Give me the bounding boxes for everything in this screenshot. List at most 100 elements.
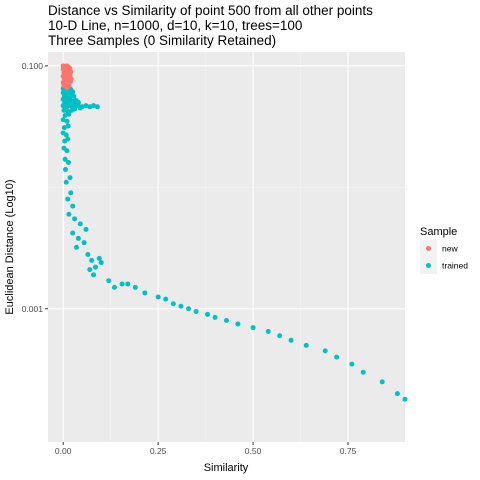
point-trained	[119, 281, 125, 287]
point-trained	[64, 104, 70, 110]
point-trained	[62, 167, 68, 173]
legend-item-new: new	[420, 240, 458, 257]
point-trained	[65, 123, 71, 129]
point-trained	[205, 311, 211, 317]
point-new	[65, 82, 71, 88]
x-tick-label: 0.75	[340, 446, 357, 456]
point-trained	[69, 107, 75, 113]
point-trained	[61, 125, 67, 131]
point-trained	[70, 203, 76, 209]
point-trained	[170, 301, 176, 307]
chart-title-line-2: 10-D Line, n=1000, d=10, k=10, trees=100	[48, 18, 302, 33]
chart-title-line-1: Distance vs Similarity of point 500 from…	[48, 3, 373, 18]
point-trained	[81, 240, 87, 246]
point-trained	[73, 244, 79, 250]
point-trained	[62, 156, 68, 162]
point-trained	[402, 396, 408, 402]
point-trained	[163, 296, 169, 302]
data-points	[60, 63, 408, 402]
point-trained	[92, 264, 98, 270]
legend-title: Sample	[420, 226, 457, 238]
point-trained	[60, 103, 66, 109]
chart-title-line-3: Three Samples (0 Similarity Retained)	[48, 33, 276, 48]
point-trained	[75, 235, 81, 241]
point-trained	[96, 255, 102, 261]
point-new	[61, 65, 67, 71]
x-tick-label: 0.00	[55, 446, 72, 456]
point-trained	[265, 328, 271, 334]
plot-panel	[48, 52, 405, 442]
point-trained	[142, 290, 148, 296]
point-trained	[66, 211, 72, 217]
point-trained	[349, 361, 355, 367]
point-trained	[65, 196, 71, 202]
grid-minor	[48, 52, 405, 442]
point-trained	[394, 391, 400, 397]
legend-dot-new	[426, 246, 431, 251]
point-trained	[235, 321, 241, 327]
point-trained	[77, 105, 83, 111]
point-trained	[61, 107, 67, 113]
point-trained	[360, 369, 366, 375]
legend-label-new: new	[442, 244, 458, 254]
point-trained	[94, 104, 100, 110]
point-trained	[64, 118, 70, 124]
point-trained	[212, 314, 218, 320]
point-trained	[83, 103, 89, 109]
point-trained	[68, 103, 74, 109]
x-axis: 0.00 0.25 0.50 0.75	[55, 442, 357, 456]
point-trained	[155, 294, 161, 300]
point-new	[67, 73, 73, 79]
point-trained	[303, 342, 309, 348]
point-trained	[224, 318, 229, 324]
point-trained	[77, 221, 83, 227]
point-trained	[111, 284, 117, 290]
y-axis: 0.001 0.100	[22, 61, 48, 314]
point-trained	[288, 337, 294, 343]
point-trained	[72, 216, 78, 222]
point-trained	[60, 117, 66, 123]
point-trained	[193, 308, 199, 314]
point-trained	[89, 257, 95, 263]
point-trained	[87, 104, 93, 110]
point-trained	[178, 303, 184, 309]
grid-major	[48, 52, 405, 442]
point-trained	[91, 103, 97, 109]
point-trained	[70, 230, 76, 236]
point-new	[62, 76, 68, 82]
point-trained	[64, 148, 70, 154]
point-trained	[106, 278, 112, 284]
point-trained	[85, 251, 91, 257]
point-trained	[277, 333, 283, 339]
x-axis-title: Similarity	[204, 462, 249, 474]
point-trained	[91, 272, 97, 278]
point-trained	[98, 260, 104, 266]
point-trained	[250, 325, 256, 331]
point-trained	[71, 93, 77, 99]
point-trained	[66, 160, 72, 166]
y-tick-label: 0.100	[22, 61, 44, 71]
legend: Sample new trained	[420, 226, 468, 274]
point-trained	[186, 306, 192, 312]
point-trained	[87, 267, 93, 273]
point-trained	[322, 348, 328, 354]
legend-label-trained: trained	[442, 261, 468, 271]
y-tick-label: 0.001	[22, 304, 44, 314]
legend-item-trained: trained	[420, 257, 468, 274]
x-tick-label: 0.50	[245, 446, 262, 456]
point-trained	[334, 354, 340, 360]
point-trained	[68, 190, 74, 196]
point-trained	[65, 136, 71, 142]
point-trained	[67, 95, 73, 101]
point-trained	[132, 284, 138, 290]
point-trained	[62, 113, 68, 119]
point-trained	[379, 379, 385, 385]
point-trained	[66, 111, 72, 117]
x-tick-label: 0.25	[150, 446, 167, 456]
point-trained	[63, 179, 69, 185]
point-trained	[63, 132, 69, 138]
legend-dot-trained	[426, 263, 431, 268]
y-axis-title: Euclidean Distance (Log10)	[4, 179, 16, 314]
point-new	[61, 72, 67, 78]
